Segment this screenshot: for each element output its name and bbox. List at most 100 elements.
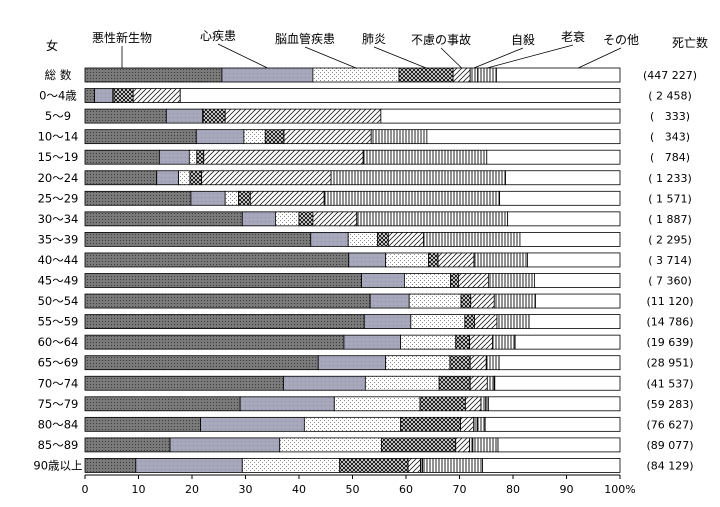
bar-segment <box>470 293 495 309</box>
bar-segment <box>450 273 459 288</box>
category-label: 自殺 <box>511 33 535 47</box>
bar-segment <box>283 375 366 391</box>
row-label: 75～79 <box>38 397 79 411</box>
row-label: 45～49 <box>38 274 79 288</box>
row-label: 85～89 <box>38 438 79 452</box>
bar-segment <box>84 396 241 412</box>
category-label: その他 <box>603 33 639 47</box>
bar-segment <box>190 190 226 206</box>
bar-segment <box>474 314 498 330</box>
bar-segment <box>476 416 486 432</box>
bar-segment <box>484 416 621 432</box>
bar-segment <box>239 396 335 412</box>
row-label: 40～44 <box>38 253 79 267</box>
bar-segment <box>84 129 197 145</box>
bar-segment <box>333 396 421 412</box>
bar-segment <box>84 437 171 453</box>
death-count-label: ( 2 295) <box>648 233 692 246</box>
bar-segment <box>497 437 621 453</box>
category-label: 脳血管疾患 <box>275 31 335 46</box>
bar-segment <box>464 314 475 330</box>
bar-segment <box>472 437 499 453</box>
bar-segment <box>469 437 474 453</box>
bar-segment <box>428 252 439 268</box>
death-count-label: ( 7 360) <box>648 275 692 288</box>
bar-segment <box>385 355 451 371</box>
bar-segment <box>487 396 621 412</box>
bar-segment <box>189 170 203 186</box>
bar-segment <box>380 108 621 124</box>
bar-segment <box>385 252 429 268</box>
bar-segment <box>84 190 192 206</box>
bar-segment <box>243 129 266 145</box>
category-label: 老衰 <box>561 29 585 44</box>
death-count-label: (19 639) <box>646 336 693 349</box>
category-label: 肺炎 <box>362 32 386 46</box>
bar-segment <box>323 190 501 206</box>
row-label: 65～69 <box>38 356 79 370</box>
bar-segment <box>361 273 405 288</box>
bar-segment <box>460 416 474 432</box>
row-label: 90歳以上 <box>33 458 82 472</box>
bar-segment <box>312 211 358 227</box>
row-label: 総 数 <box>45 68 72 82</box>
bar-segment <box>203 149 364 165</box>
bar-segment <box>224 190 239 206</box>
bar-segment <box>363 314 412 330</box>
bar-segment <box>195 129 245 145</box>
leader-line <box>373 46 427 69</box>
bar-segment <box>514 334 621 350</box>
x-tick-label: 60 <box>399 483 413 496</box>
bar-segment <box>84 293 371 309</box>
bar-segment <box>221 67 314 83</box>
bar-segment <box>364 375 440 391</box>
death-count-label: ( 784) <box>650 151 690 164</box>
bar-segment <box>464 396 482 412</box>
bar-segment <box>356 211 509 227</box>
death-count-label: (59 283) <box>646 398 693 411</box>
death-count-label: (84 129) <box>646 459 693 472</box>
death-count-label: (447 227) <box>643 69 697 82</box>
x-tick-label: 70 <box>453 483 467 496</box>
row-label: 35～39 <box>38 232 79 246</box>
bar-segment <box>84 108 167 124</box>
bar-segment <box>178 170 191 186</box>
leader-line <box>440 47 462 69</box>
death-count-label: ( 1 887) <box>648 213 692 226</box>
bar-segment <box>460 293 472 309</box>
bar-segment <box>196 149 205 165</box>
bar-segment <box>452 67 471 83</box>
leader-line <box>473 47 524 69</box>
bar-segment <box>473 416 478 432</box>
leader-line <box>486 44 574 69</box>
death-count-label: ( 343) <box>650 131 690 144</box>
bar-segment <box>458 273 489 288</box>
bar-segment <box>485 396 489 412</box>
death-counts: (447 227) ( 2 458) ( 333) ( 343) ( 784) ( 1 2… <box>643 69 697 472</box>
bar-segment <box>455 437 471 453</box>
bar-segment <box>330 170 506 186</box>
row-label: 20～24 <box>38 171 79 185</box>
bar-segment <box>264 129 285 145</box>
bar-segment <box>493 293 536 309</box>
bar-segment <box>387 231 425 247</box>
bar-segment <box>369 293 410 309</box>
bar-segment <box>400 334 457 350</box>
bar-segment <box>499 190 621 206</box>
bar-segment <box>437 252 475 268</box>
bar-segment <box>528 314 621 330</box>
x-tick-label: 90 <box>560 483 574 496</box>
bar-segment <box>496 67 621 83</box>
bar-segment <box>113 88 134 103</box>
bar-segment <box>480 396 487 412</box>
bar-segment <box>535 293 621 309</box>
x-tick-label: 0 <box>82 483 89 496</box>
category-label: 心疾患 <box>200 28 236 43</box>
bar-segment <box>347 231 379 247</box>
bar-segment <box>156 170 180 186</box>
bar-segment <box>505 170 621 186</box>
x-tick-label: 30 <box>239 483 253 496</box>
death-count-label: (76 627) <box>646 418 693 431</box>
row-label: 50～54 <box>38 294 79 308</box>
